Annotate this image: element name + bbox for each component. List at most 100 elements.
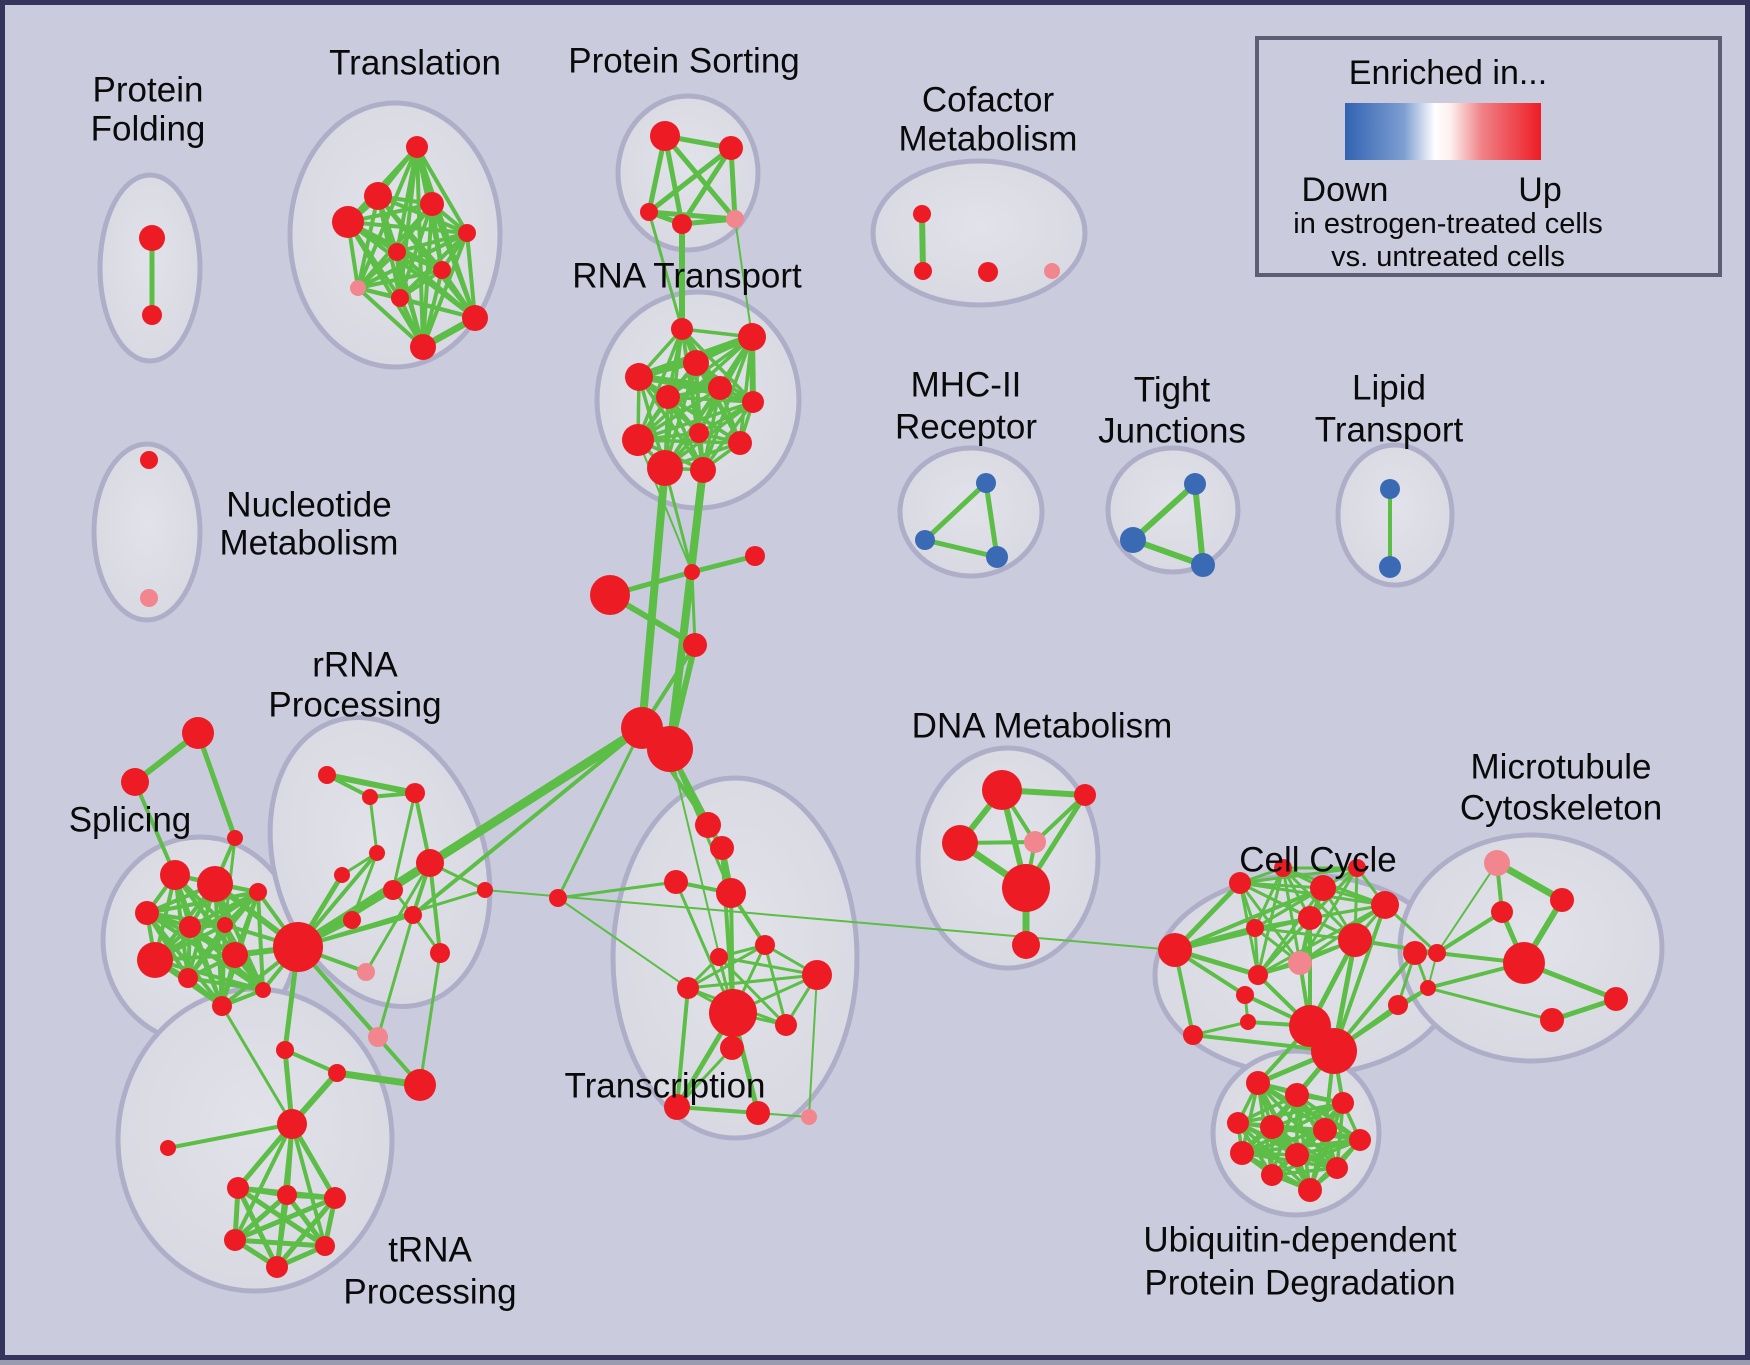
edge-rr8-rr10 xyxy=(418,951,442,1087)
gene-set-node-hbF xyxy=(549,889,567,907)
edge-tnH-tn4 xyxy=(233,1122,294,1242)
gene-set-node-mh2 xyxy=(986,546,1008,568)
gene-set-node-ps0 xyxy=(650,121,680,151)
gene-set-node-hbC xyxy=(683,633,707,657)
edge-hbA-hbE xyxy=(689,553,758,575)
gene-set-node-tr8 xyxy=(391,289,409,307)
edge-tr3-tr10 xyxy=(346,220,425,349)
edge-mtc0-mt0 xyxy=(1436,862,1498,954)
gene-set-node-sp9 xyxy=(255,982,271,998)
gene-set-node-tx2 xyxy=(664,870,688,894)
gene-set-node-cc14 xyxy=(1183,1025,1203,1045)
gene-set-node-ub4 xyxy=(1260,1115,1284,1139)
edge-rt5-rt11 xyxy=(701,386,722,472)
edge-tr0-tr7 xyxy=(356,145,419,290)
gene-set-node-ub5 xyxy=(1313,1118,1337,1142)
cluster-label-mhc-ii-receptor: MHC-II Receptor xyxy=(895,366,1037,447)
gene-set-node-rt4 xyxy=(656,385,680,409)
gene-set-node-rr12 xyxy=(276,1041,294,1059)
edge-tx11-tx12 xyxy=(675,1105,760,1115)
cluster-label-rna-transport: RNA Transport xyxy=(572,257,802,296)
gene-set-node-cf1 xyxy=(914,262,932,280)
edge-tr5-tr9 xyxy=(395,250,477,320)
gene-set-node-cc7 xyxy=(1246,919,1264,937)
gene-set-node-rr11 xyxy=(477,882,493,898)
gene-set-node-tr6 xyxy=(433,261,451,279)
edge-ps4-rt1 xyxy=(734,218,753,338)
edge-rt0-rt6 xyxy=(680,327,755,404)
edge-mtc1-mt5 xyxy=(1426,986,1554,1022)
legend-down-label: Down xyxy=(1302,171,1389,209)
gene-set-node-ub11 xyxy=(1298,1178,1322,1202)
edge-tx6-tx11 xyxy=(675,986,690,1109)
gene-set-node-tr2 xyxy=(420,192,444,216)
gene-set-node-ub10 xyxy=(1261,1164,1283,1186)
gene-set-node-sp2 xyxy=(249,883,267,901)
gene-set-node-tx0 xyxy=(695,812,721,838)
edge-rt3-rt11 xyxy=(637,375,705,472)
gene-set-node-dn0 xyxy=(982,770,1022,810)
edge-hbF-tx6 xyxy=(557,897,689,989)
gene-set-node-mh1 xyxy=(915,530,935,550)
edge-tj0-tj1 xyxy=(1130,481,1198,543)
edge-st1-sp0 xyxy=(133,780,177,877)
gene-set-node-dn1 xyxy=(942,825,978,861)
legend: Enriched in... Down Up in estrogen-treat… xyxy=(1255,36,1722,277)
gene-set-node-tn5 xyxy=(315,1236,335,1256)
edge-rr4-rr8 xyxy=(428,861,442,955)
edge-cc6-cc10 xyxy=(1256,916,1312,977)
gene-set-node-mt3 xyxy=(1503,942,1545,984)
gene-set-node-mtc0 xyxy=(1428,944,1446,962)
gene-set-node-hbE xyxy=(745,546,765,566)
cluster-label-dna-metabolism: DNA Metabolism xyxy=(912,707,1173,746)
gene-set-node-tx3 xyxy=(716,878,746,908)
gene-set-node-lt0 xyxy=(1380,479,1400,499)
edge-tnH-tn5 xyxy=(290,1122,327,1248)
gene-set-node-rt9 xyxy=(728,431,752,455)
edge-rt11-hbA xyxy=(690,468,705,574)
edge-rt6-rt8 xyxy=(636,400,755,442)
gene-set-node-cc16 xyxy=(1311,1028,1357,1074)
gene-set-node-tx7 xyxy=(802,960,832,990)
gene-set-node-rt1 xyxy=(738,323,766,351)
gene-set-node-rr10 xyxy=(404,1069,436,1101)
gene-set-node-ub7 xyxy=(1230,1141,1254,1165)
cluster-ellipse-mhc-ii-receptor xyxy=(897,445,1045,579)
edge-tr3-tr4 xyxy=(346,220,469,235)
cluster-label-nucleotide-metabolism: Nucleotide Metabolism xyxy=(220,486,399,563)
edge-sp5-sp10 xyxy=(220,923,227,1008)
gene-set-node-tx6 xyxy=(677,977,699,999)
gene-set-node-ub0 xyxy=(1246,1071,1270,1095)
edge-tx1-tx8 xyxy=(720,846,735,1015)
edge-mh1-mh2 xyxy=(922,537,1000,560)
edge-cc16-cc5 xyxy=(1332,903,1387,1053)
gene-set-node-ub8 xyxy=(1285,1143,1309,1167)
gene-set-node-cc4 xyxy=(1348,859,1366,877)
gene-set-node-rr7 xyxy=(404,906,422,924)
edge-cc2-cc9 xyxy=(1281,866,1302,965)
gene-set-node-hbD2 xyxy=(647,726,693,772)
edge-ps1-ps3 xyxy=(679,145,734,227)
gene-set-node-st0 xyxy=(182,717,214,749)
gene-set-node-tr10 xyxy=(410,334,436,360)
edge-rt0-rt8 xyxy=(636,327,684,442)
edge-st0-st2 xyxy=(195,730,238,841)
cluster-label-microtubule-cytoskeleton: Microtubule Cytoskeleton xyxy=(1460,748,1662,828)
edge-hbF-tx2 xyxy=(556,880,678,900)
gene-set-node-sp10 xyxy=(212,996,232,1016)
gene-set-node-cc9 xyxy=(1288,951,1312,975)
edge-ps1-ps2 xyxy=(646,145,734,215)
gene-set-node-nm1 xyxy=(140,589,158,607)
gene-set-node-tr7 xyxy=(350,280,366,296)
gene-set-node-tnH xyxy=(277,1109,307,1139)
edge-rt1-rt11 xyxy=(701,335,754,472)
gene-set-node-cc2 xyxy=(1274,859,1292,877)
gene-set-node-sp6 xyxy=(137,942,173,978)
edge-tn3-tn6 xyxy=(274,1195,338,1270)
legend-box xyxy=(1255,36,1722,277)
edge-ub5-ub7 xyxy=(1240,1128,1327,1155)
gene-set-node-tr3 xyxy=(332,206,364,238)
gene-set-node-tj2 xyxy=(1191,553,1215,577)
edge-sp2-sp3 xyxy=(145,890,260,915)
edge-tn2-tn5 xyxy=(284,1192,328,1249)
